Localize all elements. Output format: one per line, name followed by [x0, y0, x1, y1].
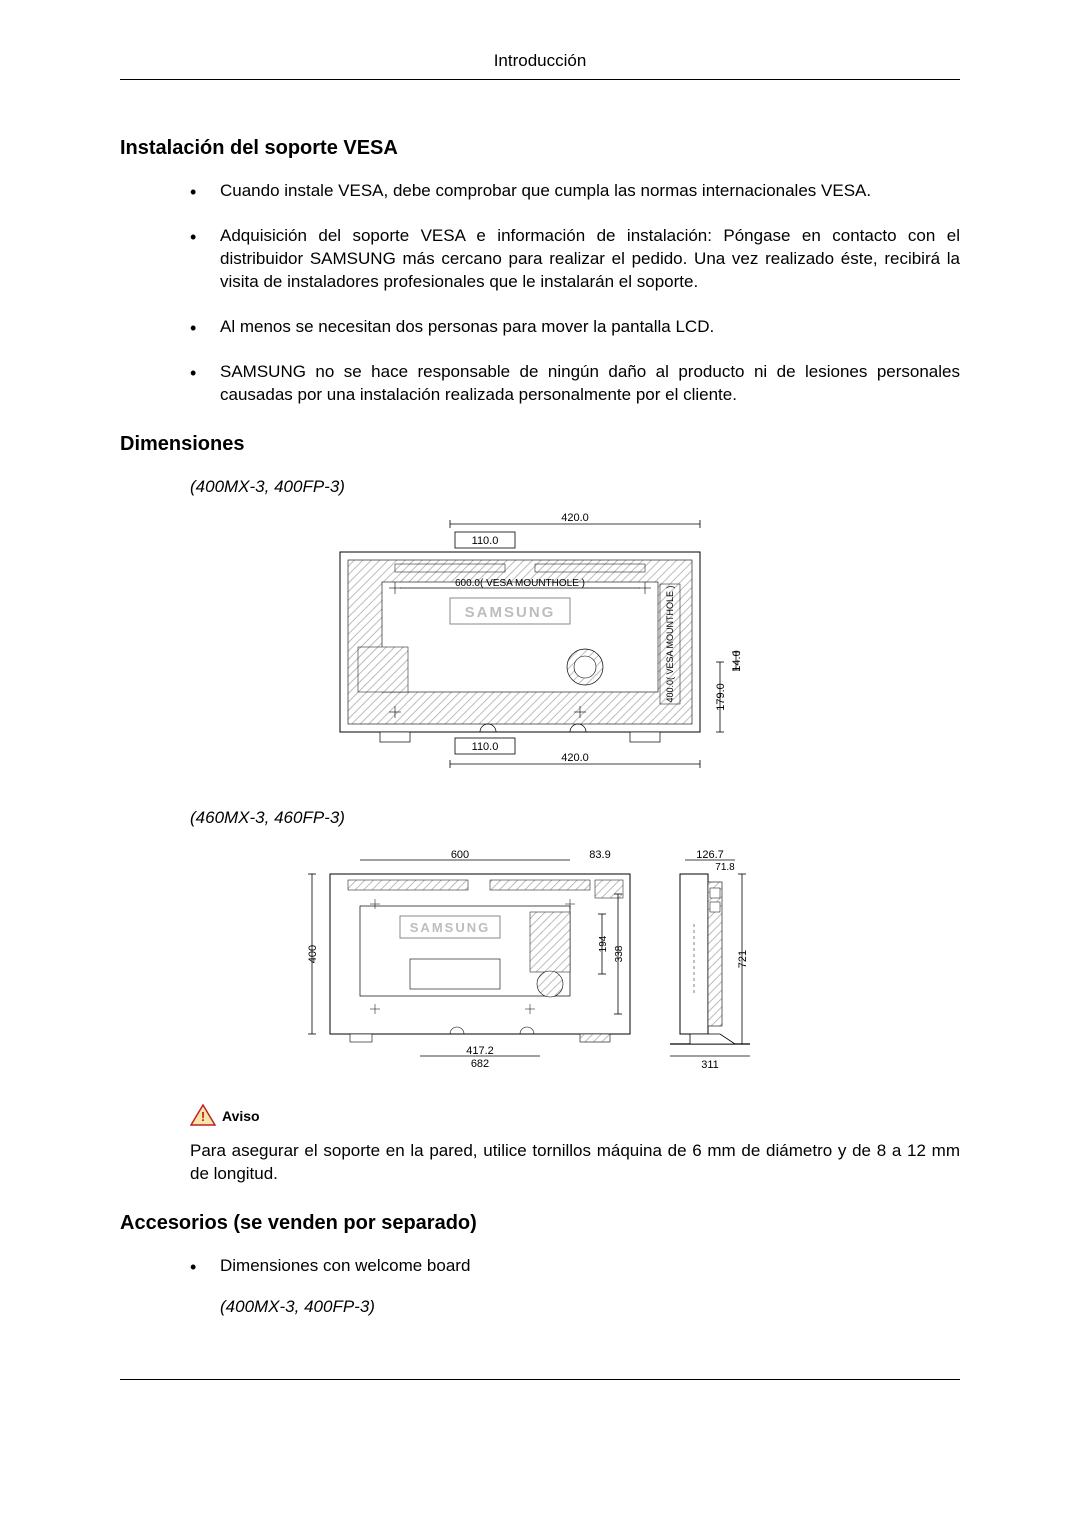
warning-icon: !	[190, 1104, 216, 1126]
list-item: Dimensiones con welcome board (400MX-3, …	[190, 1255, 960, 1319]
heading-accessories: Accesorios (se venden por separado)	[120, 1210, 960, 1237]
svg-text:721: 721	[737, 950, 749, 968]
dimension-diagram-1: 420.0 110.0 600.0( VESA MOUNTHOLE ) SAMSUNG…	[300, 512, 780, 777]
list-item: SAMSUNG no se hace responsable de ningún…	[190, 361, 960, 407]
svg-text:!: !	[201, 1109, 205, 1124]
warning-text: Para asegurar el soporte en la pared, ut…	[190, 1140, 960, 1186]
svg-text:110.0: 110.0	[472, 535, 499, 547]
accessories-bullet-list: Dimensiones con welcome board (400MX-3, …	[120, 1255, 960, 1319]
svg-text:400: 400	[307, 945, 319, 963]
list-item: Adquisición del soporte VESA e informaci…	[190, 225, 960, 294]
svg-text:400.0( VESA MOUNTHOLE ): 400.0( VESA MOUNTHOLE )	[665, 586, 675, 703]
accessories-bullet-text: Dimensiones con welcome board	[220, 1256, 470, 1275]
model-label-1: (400MX-3, 400FP-3)	[190, 476, 960, 499]
svg-text:600.0( VESA MOUNTHOLE ): 600.0( VESA MOUNTHOLE )	[455, 578, 585, 589]
svg-text:SAMSUNG: SAMSUNG	[465, 604, 556, 621]
svg-text:14.0: 14.0	[731, 651, 743, 672]
svg-text:194: 194	[598, 936, 609, 953]
list-item: Al menos se necesitan dos personas para …	[190, 316, 960, 339]
warning-label: Aviso	[222, 1107, 260, 1126]
svg-text:420.0: 420.0	[561, 752, 589, 764]
svg-text:126.7: 126.7	[696, 849, 724, 861]
svg-text:311: 311	[701, 1059, 719, 1071]
svg-text:420.0: 420.0	[561, 512, 589, 524]
svg-text:338: 338	[614, 946, 625, 963]
dimension-diagram-2: 600 83.9 SAMSUNG 400 194 338 417.2682 126.771.8…	[290, 844, 790, 1074]
svg-text:600: 600	[451, 849, 469, 861]
svg-text:417.2: 417.2	[466, 1045, 494, 1057]
model-label-2: (460MX-3, 460FP-3)	[190, 807, 960, 830]
warning-row: ! Aviso	[190, 1104, 960, 1126]
page-header-title: Introducción	[494, 51, 587, 70]
list-item: Cuando instale VESA, debe comprobar que …	[190, 180, 960, 203]
svg-text:682: 682	[471, 1058, 489, 1070]
heading-dimensions: Dimensiones	[120, 431, 960, 458]
heading-vesa: Instalación del soporte VESA	[120, 135, 960, 162]
diagram-2-container: 600 83.9 SAMSUNG 400 194 338 417.2682 126.771.8…	[120, 844, 960, 1074]
model-label-3: (400MX-3, 400FP-3)	[220, 1296, 960, 1319]
svg-text:179.0: 179.0	[715, 684, 727, 712]
svg-text:83.9: 83.9	[589, 849, 610, 861]
diagram-1-container: 420.0 110.0 600.0( VESA MOUNTHOLE ) SAMSUNG…	[120, 512, 960, 777]
page-header: Introducción	[120, 50, 960, 80]
vesa-bullet-list: Cuando instale VESA, debe comprobar que …	[120, 180, 960, 407]
svg-text:SAMSUNG: SAMSUNG	[410, 920, 490, 935]
svg-text:71.8: 71.8	[715, 862, 735, 873]
svg-text:110.0: 110.0	[472, 741, 499, 753]
footer-rule	[120, 1379, 960, 1380]
